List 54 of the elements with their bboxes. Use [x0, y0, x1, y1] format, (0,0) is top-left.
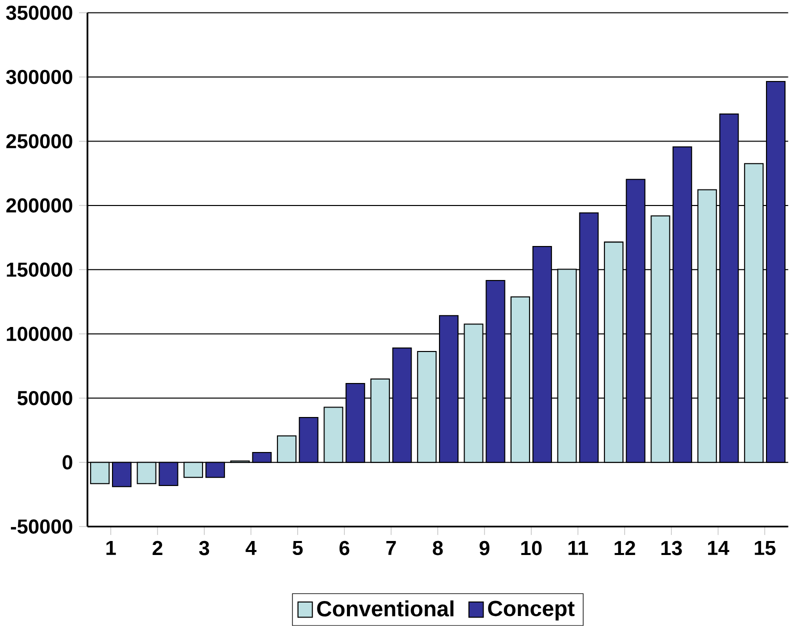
bar: [766, 81, 786, 463]
bar: [298, 417, 318, 463]
y-tick-label: 50000: [18, 391, 72, 406]
bar: [417, 351, 437, 463]
bar: [184, 462, 204, 478]
y-tick-label: 300000: [6, 70, 72, 84]
y-tick-label: 350000: [6, 6, 72, 20]
bar: [392, 348, 412, 463]
bar: [744, 163, 764, 463]
x-tick-label: 4: [246, 540, 256, 555]
bar: [626, 178, 646, 463]
bar: [510, 296, 530, 463]
y-tick-label: 250000: [6, 134, 72, 148]
bar: [370, 378, 390, 463]
x-tick-label: 5: [292, 540, 303, 556]
x-tick-label: 14: [708, 540, 730, 555]
x-tick-label: 9: [480, 540, 490, 556]
bar: [650, 215, 670, 463]
bar: [346, 383, 366, 463]
legend-label: Conventional: [317, 600, 454, 617]
x-tick-label: 6: [340, 540, 350, 556]
x-tick-label: 8: [432, 540, 443, 556]
bar: [158, 462, 178, 486]
bar: [532, 246, 552, 463]
bar: [324, 406, 344, 463]
legend-label: Concept: [488, 600, 575, 621]
bar: [604, 242, 624, 463]
bar: [697, 189, 717, 463]
bar: [205, 462, 225, 478]
y-tick-label: -50000: [10, 519, 72, 534]
x-tick-label: 7: [386, 540, 396, 555]
bar: [112, 462, 132, 488]
bar: [557, 268, 577, 463]
x-tick-label: 15: [754, 540, 776, 556]
bar: [719, 114, 739, 463]
x-tick-label: 12: [614, 540, 636, 556]
bar: [486, 280, 506, 463]
x-tick-label: 11: [568, 540, 588, 555]
y-tick-label: 150000: [6, 262, 72, 277]
x-tick-label: 10: [521, 540, 542, 556]
y-tick-label: 0: [62, 455, 72, 470]
y-tick-label: 100000: [6, 326, 72, 342]
bar: [276, 435, 296, 463]
x-tick-label: 2: [152, 540, 162, 556]
bar: [672, 146, 692, 463]
x-tick-label: 3: [199, 540, 210, 556]
bar: [136, 462, 156, 484]
bar: [438, 315, 459, 463]
bar: [464, 324, 484, 463]
bar: [579, 212, 599, 463]
x-tick-label: 13: [661, 540, 682, 556]
y-tick-label: 200000: [6, 198, 72, 213]
bar: [252, 452, 272, 463]
x-tick-label: 1: [106, 540, 116, 555]
